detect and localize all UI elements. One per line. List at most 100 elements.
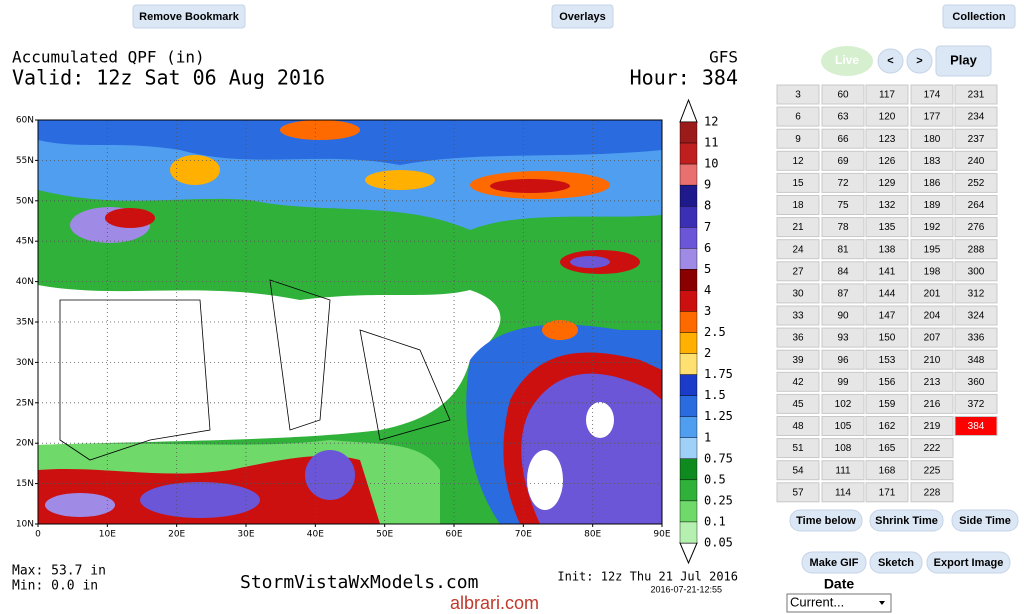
button[interactable]: Time below [789, 509, 863, 532]
hour-cell[interactable]: 183 [910, 150, 954, 171]
hour-cell[interactable]: 201 [910, 283, 954, 304]
hour-cell[interactable]: 300 [954, 261, 998, 282]
hour-cell[interactable]: 87 [821, 283, 865, 304]
hour-cell[interactable]: 174 [910, 84, 954, 105]
hour-cell[interactable]: 105 [821, 416, 865, 436]
hour-cell[interactable]: 69 [821, 150, 865, 171]
hour-cell[interactable]: 234 [954, 106, 998, 127]
hour-cell[interactable]: 225 [910, 460, 954, 481]
hour-cell[interactable]: 144 [865, 283, 909, 304]
hour-cell[interactable]: 111 [821, 460, 865, 481]
hour-cell[interactable]: 138 [865, 239, 909, 260]
hour-cell[interactable]: 117 [865, 84, 909, 105]
hour-cell[interactable]: 288 [954, 239, 998, 260]
hour-cell[interactable]: 18 [776, 195, 820, 215]
hour-cell[interactable]: 123 [865, 128, 909, 149]
hour-cell[interactable]: 324 [954, 305, 998, 326]
hour-cell[interactable]: 189 [910, 195, 954, 215]
hour-cell[interactable]: 72 [821, 172, 865, 193]
hour-cell[interactable]: 33 [776, 305, 820, 326]
hour-cell[interactable]: 12 [776, 150, 820, 171]
hour-cell[interactable]: 81 [821, 239, 865, 260]
hour-cell[interactable]: 384 [954, 416, 998, 436]
hour-cell[interactable]: 63 [821, 106, 865, 127]
button[interactable]: Make GIF [801, 551, 867, 574]
hour-cell[interactable]: 222 [910, 438, 954, 459]
hour-cell[interactable]: 9 [776, 128, 820, 149]
hour-cell[interactable]: 168 [865, 460, 909, 481]
hour-cell[interactable]: 192 [910, 217, 954, 238]
next-button[interactable]: > [906, 48, 933, 74]
hour-cell[interactable]: 216 [910, 393, 954, 414]
hour-cell[interactable]: 57 [776, 482, 820, 503]
hour-cell[interactable]: 219 [910, 416, 954, 436]
collection-button[interactable]: Collection [942, 4, 1016, 29]
hour-cell[interactable]: 195 [910, 239, 954, 260]
hour-cell[interactable]: 30 [776, 283, 820, 304]
overlays-button[interactable]: Overlays [551, 4, 614, 29]
hour-cell[interactable]: 126 [865, 150, 909, 171]
hour-cell[interactable]: 21 [776, 217, 820, 238]
hour-cell[interactable]: 237 [954, 128, 998, 149]
hour-cell[interactable]: 3 [776, 84, 820, 105]
hour-cell[interactable]: 186 [910, 172, 954, 193]
button[interactable]: Side Time [951, 509, 1019, 532]
date-select[interactable]: Current... [786, 593, 892, 613]
hour-cell[interactable]: 252 [954, 172, 998, 193]
hour-cell[interactable]: 159 [865, 393, 909, 414]
hour-cell[interactable]: 198 [910, 261, 954, 282]
hour-cell[interactable]: 228 [910, 482, 954, 503]
hour-cell[interactable]: 114 [821, 482, 865, 503]
hour-cell[interactable]: 6 [776, 106, 820, 127]
hour-cell[interactable]: 51 [776, 438, 820, 459]
hour-cell[interactable]: 90 [821, 305, 865, 326]
play-button[interactable]: Play [935, 45, 992, 77]
hour-cell[interactable]: 27 [776, 261, 820, 282]
hour-cell[interactable]: 42 [776, 371, 820, 392]
hour-cell[interactable]: 240 [954, 150, 998, 171]
hour-cell[interactable]: 45 [776, 393, 820, 414]
hour-cell[interactable]: 171 [865, 482, 909, 503]
hour-cell[interactable]: 96 [821, 349, 865, 370]
hour-cell[interactable]: 264 [954, 195, 998, 215]
live-button[interactable]: Live [821, 46, 873, 76]
hour-cell[interactable]: 162 [865, 416, 909, 436]
hour-cell[interactable]: 108 [821, 438, 865, 459]
hour-cell[interactable]: 348 [954, 349, 998, 370]
hour-cell[interactable]: 156 [865, 371, 909, 392]
hour-cell[interactable]: 66 [821, 128, 865, 149]
hour-cell[interactable]: 231 [954, 84, 998, 105]
button[interactable]: Export Image [926, 551, 1011, 574]
hour-cell[interactable]: 84 [821, 261, 865, 282]
hour-cell[interactable]: 372 [954, 393, 998, 414]
hour-cell[interactable]: 147 [865, 305, 909, 326]
hour-cell[interactable]: 99 [821, 371, 865, 392]
hour-cell[interactable]: 75 [821, 195, 865, 215]
hour-cell[interactable]: 141 [865, 261, 909, 282]
hour-cell[interactable]: 135 [865, 217, 909, 238]
hour-cell[interactable]: 336 [954, 327, 998, 348]
hour-cell[interactable]: 150 [865, 327, 909, 348]
hour-cell[interactable]: 177 [910, 106, 954, 127]
hour-cell[interactable]: 24 [776, 239, 820, 260]
hour-cell[interactable]: 153 [865, 349, 909, 370]
hour-cell[interactable]: 132 [865, 195, 909, 215]
button[interactable]: Shrink Time [869, 509, 944, 532]
hour-cell[interactable]: 15 [776, 172, 820, 193]
hour-cell[interactable]: 93 [821, 327, 865, 348]
hour-cell[interactable]: 360 [954, 371, 998, 392]
remove-bookmark-button[interactable]: Remove Bookmark [132, 4, 246, 29]
hour-cell[interactable]: 120 [865, 106, 909, 127]
hour-cell[interactable]: 204 [910, 305, 954, 326]
button[interactable]: Sketch [869, 551, 923, 574]
hour-cell[interactable]: 129 [865, 172, 909, 193]
hour-cell[interactable]: 39 [776, 349, 820, 370]
hour-cell[interactable]: 78 [821, 217, 865, 238]
hour-cell[interactable]: 276 [954, 217, 998, 238]
hour-cell[interactable]: 60 [821, 84, 865, 105]
hour-cell[interactable]: 180 [910, 128, 954, 149]
hour-cell[interactable]: 210 [910, 349, 954, 370]
hour-cell[interactable]: 165 [865, 438, 909, 459]
hour-cell[interactable]: 48 [776, 416, 820, 436]
hour-cell[interactable]: 207 [910, 327, 954, 348]
